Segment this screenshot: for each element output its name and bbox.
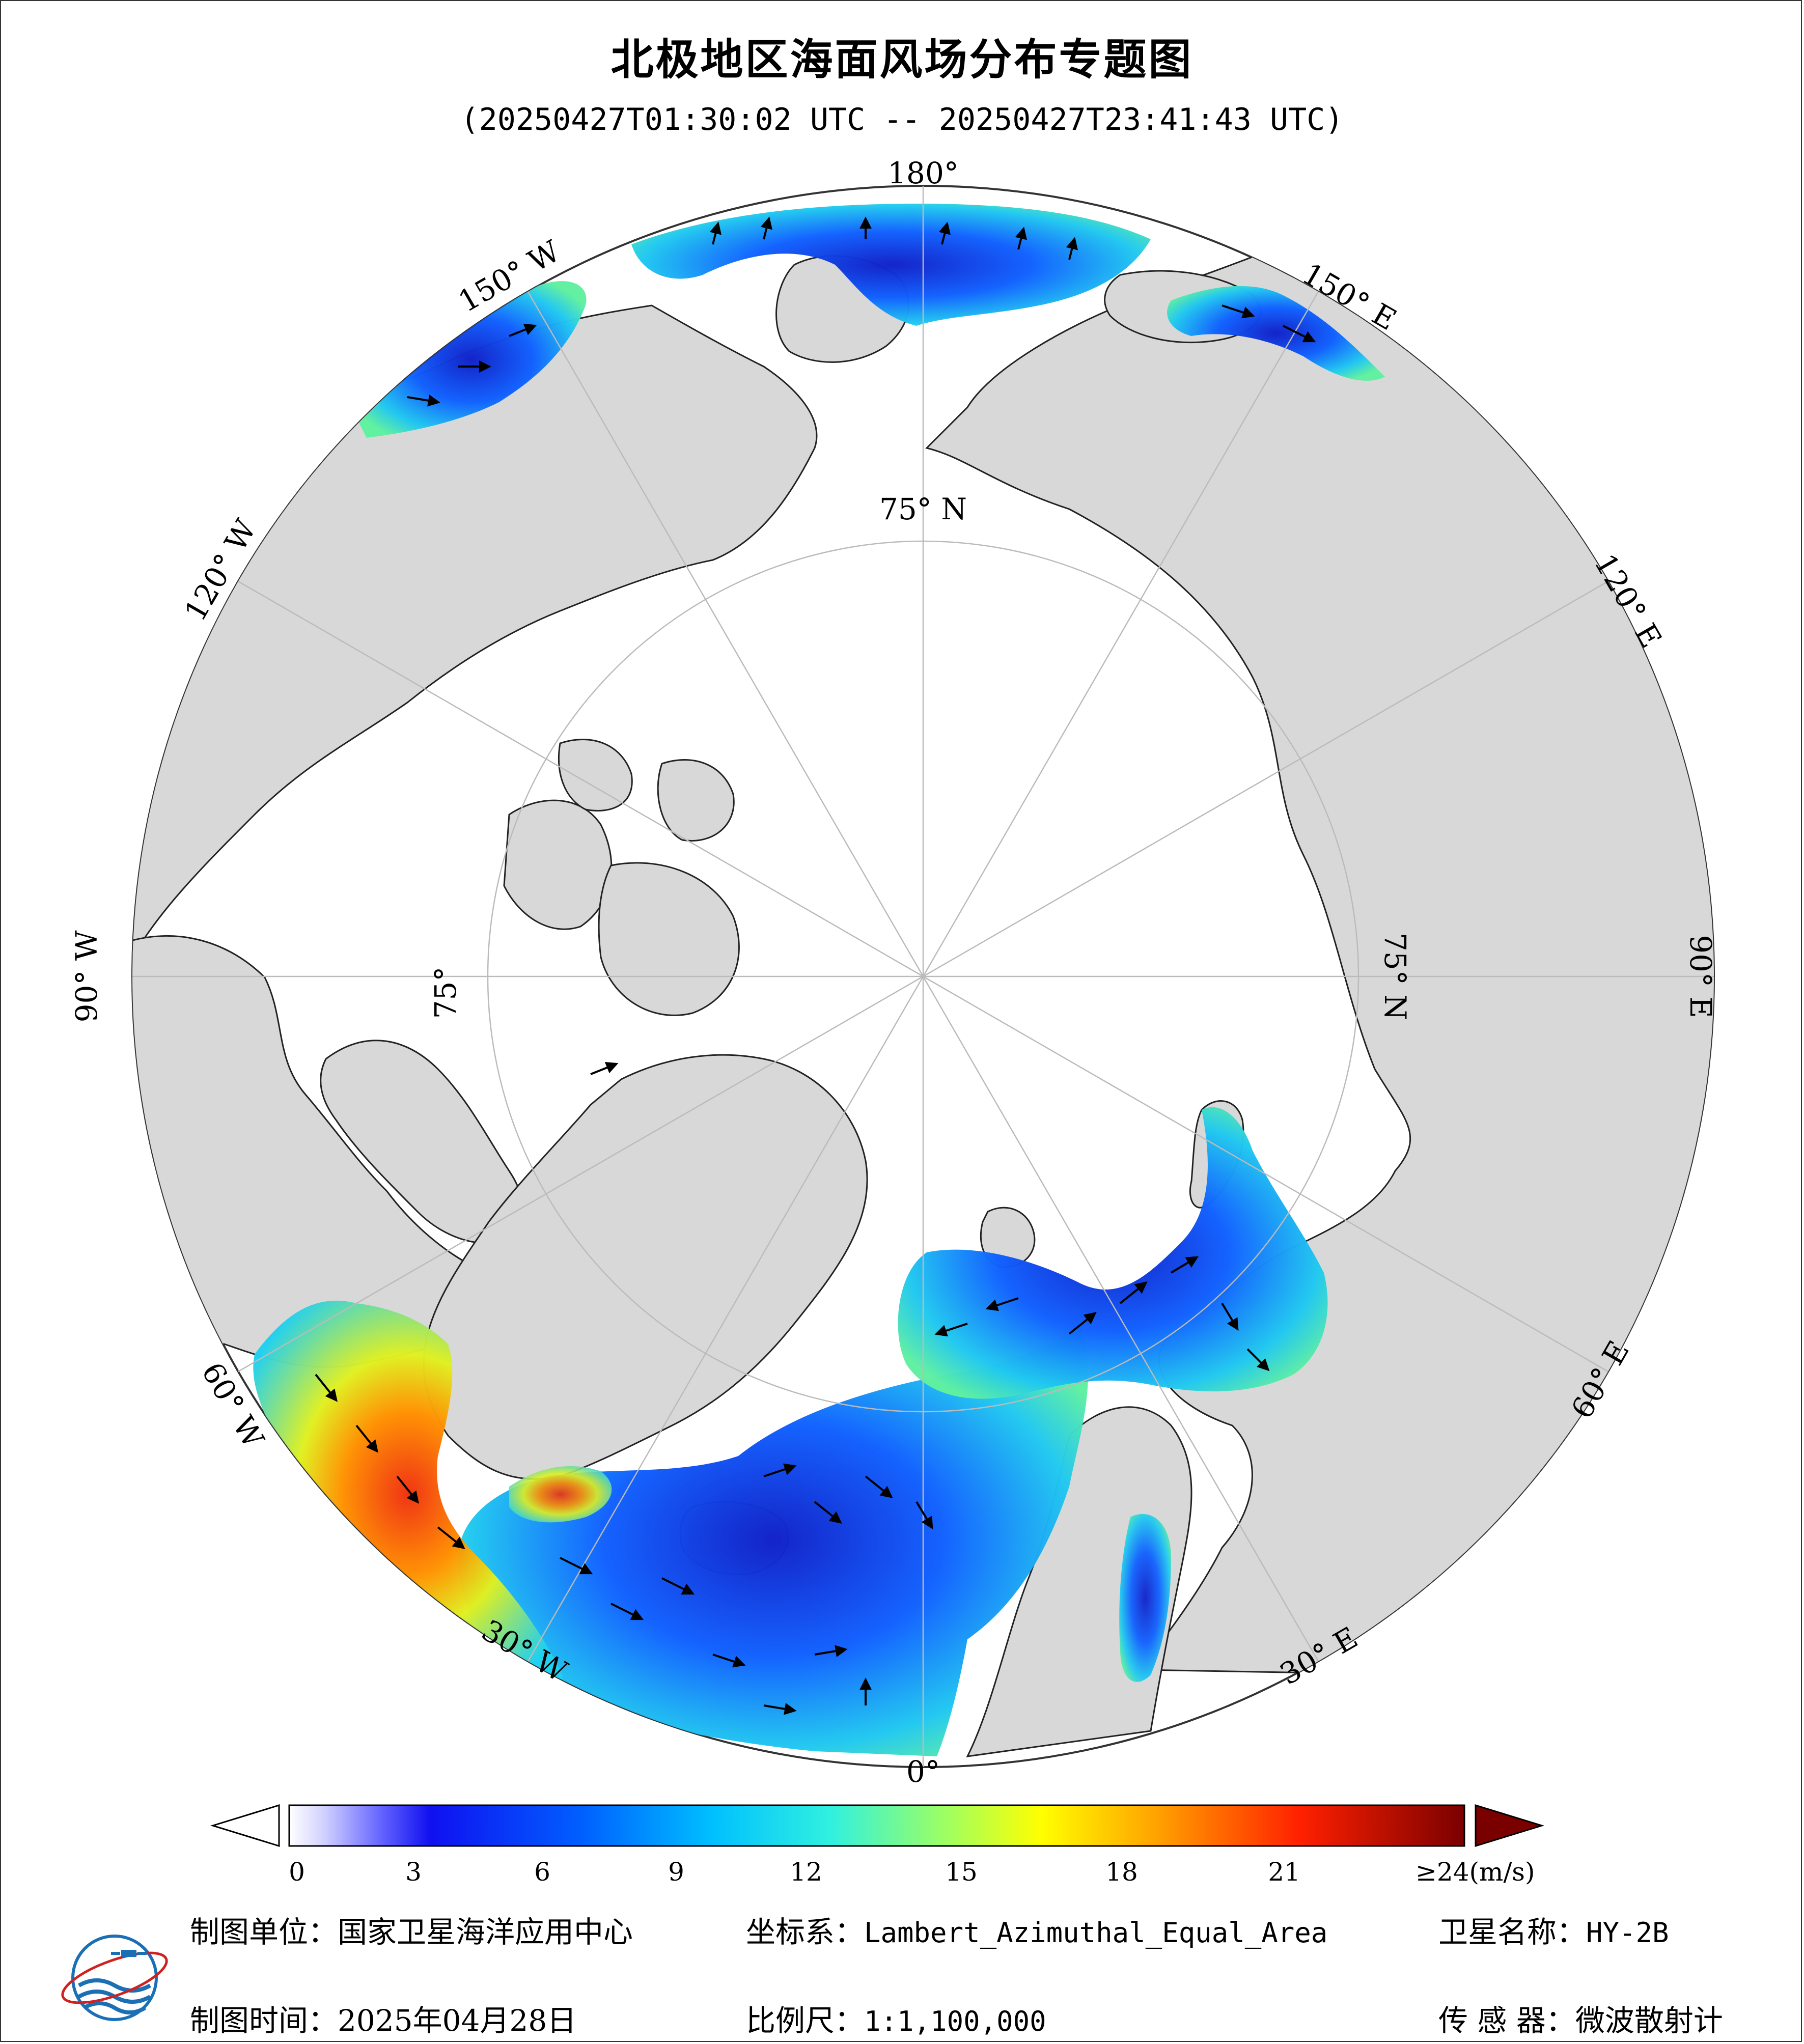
map-title: 北极地区海面风场分布专题图 bbox=[610, 34, 1194, 85]
footer-producer-value: 国家卫星海洋应用中心 bbox=[338, 1915, 633, 1949]
colorbar bbox=[210, 1804, 1545, 1847]
land-canada-islands-2 bbox=[558, 739, 633, 811]
label-180: 180° bbox=[887, 156, 959, 190]
colorbar-tick-6: 6 bbox=[534, 1857, 550, 1887]
footer-sensor-value: 微波散射计 bbox=[1575, 2003, 1723, 2038]
land-canada-islands-4 bbox=[657, 759, 735, 842]
land-canada-islands-3 bbox=[598, 862, 740, 1016]
footer-date-value: 2025年04月28日 bbox=[338, 2003, 577, 2038]
colorbar-tick-3: 3 bbox=[405, 1857, 422, 1887]
colorbar-tick-15: 15 bbox=[945, 1857, 978, 1887]
footer-scale: 比例尺：1:1,100,000 bbox=[746, 1997, 1046, 2039]
colorbar-tick-18: 18 bbox=[1105, 1857, 1138, 1887]
label-90e: 90° E bbox=[1683, 935, 1718, 1018]
footer-sensor-label: 传 感 器： bbox=[1438, 2003, 1575, 2038]
footer-scale-label: 比例尺： bbox=[746, 2003, 865, 2038]
land-greenland bbox=[423, 1054, 868, 1480]
colorbar-unit: (m/s) bbox=[1469, 1857, 1535, 1887]
footer-satellite: 卫星名称：HY-2B bbox=[1438, 1908, 1669, 1951]
footer-producer-label: 制图单位： bbox=[190, 1915, 338, 1949]
footer-producer: 制图单位：国家卫星海洋应用中心 bbox=[190, 1908, 633, 1951]
colorbar-ramp bbox=[288, 1804, 1465, 1847]
land-svalbard bbox=[980, 1207, 1036, 1269]
label-0: 0° bbox=[906, 1754, 940, 1789]
footer-date-label: 制图时间： bbox=[190, 2003, 338, 2038]
graticule bbox=[132, 186, 1714, 1767]
label-lat-75-right: 75° N bbox=[1378, 933, 1412, 1020]
wind-swath-denmark-strait bbox=[509, 1466, 612, 1523]
colorbar-min-extend bbox=[210, 1804, 280, 1847]
wind-swath-barents bbox=[898, 1107, 1328, 1399]
footer-coord-value: Lambert_Azimuthal_Equal_Area bbox=[864, 1917, 1328, 1949]
wind-vectors bbox=[315, 216, 1316, 1715]
colorbar-tick-9: 9 bbox=[668, 1857, 684, 1887]
colorbar-max-and-unit: ≥24(m/s) bbox=[1416, 1857, 1535, 1887]
footer-date: 制图时间：2025年04月28日 bbox=[190, 1997, 576, 2039]
time-range: (20250427T01:30:02 UTC -- 20250427T23:41… bbox=[460, 102, 1344, 137]
wind-swath-baltic bbox=[1119, 1514, 1171, 1682]
colorbar-tick-12: 12 bbox=[790, 1857, 822, 1887]
footer-coord: 坐标系：Lambert_Azimuthal_Equal_Area bbox=[746, 1908, 1327, 1951]
colorbar-tick-0: 0 bbox=[289, 1857, 305, 1887]
label-90w: 90° W bbox=[69, 930, 104, 1022]
wind-swath-nordic bbox=[458, 1324, 1089, 1756]
label-lat-75-top: 75° N bbox=[879, 492, 967, 526]
footer-satellite-value: HY-2B bbox=[1586, 1917, 1669, 1949]
nsoas-logo-icon bbox=[61, 1935, 168, 2021]
footer-sensor: 传 感 器：微波散射计 bbox=[1438, 1997, 1723, 2039]
label-lat-75-left: 75° bbox=[428, 967, 463, 1019]
wind-swath-okhotsk bbox=[1167, 286, 1385, 381]
footer-coord-label: 坐标系： bbox=[746, 1915, 865, 1949]
colorbar-tick-21: 21 bbox=[1268, 1857, 1300, 1887]
land-canada-islands-1 bbox=[503, 799, 613, 930]
footer-satellite-label: 卫星名称： bbox=[1438, 1915, 1587, 1949]
colorbar-max-label: ≥24 bbox=[1416, 1857, 1469, 1887]
colorbar-max-extend bbox=[1475, 1804, 1545, 1847]
footer-scale-value: 1:1,100,000 bbox=[864, 2005, 1046, 2037]
